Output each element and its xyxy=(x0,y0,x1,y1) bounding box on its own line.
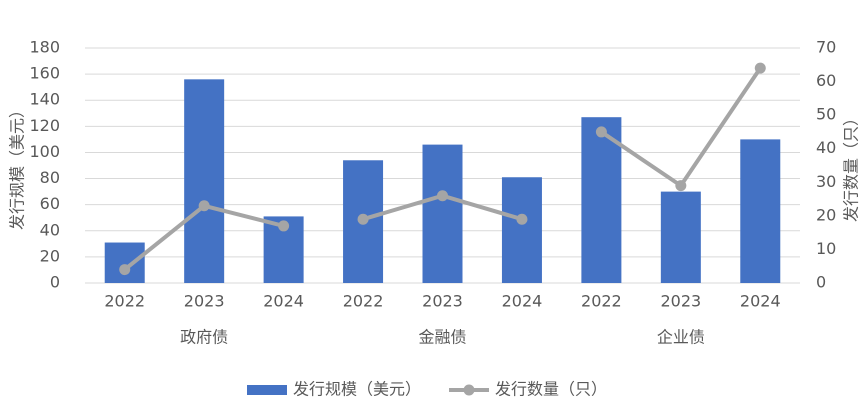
y2-axis-label: 发行数量（只） xyxy=(842,110,861,222)
bar xyxy=(581,117,622,283)
y-axis-label: 发行规模（美元） xyxy=(8,102,27,230)
group-label: 金融债 xyxy=(418,328,466,347)
y-tick-label: 80 xyxy=(40,168,60,187)
bar xyxy=(184,79,225,283)
line-point xyxy=(119,264,131,276)
y-tick-label: 180 xyxy=(29,38,60,57)
line-point xyxy=(198,200,210,212)
y-tick-label: 0 xyxy=(50,273,60,292)
line-point xyxy=(278,220,290,232)
x-tick-label: 2024 xyxy=(263,292,304,311)
x-tick-label: 2023 xyxy=(660,292,701,311)
y-tick-label: 120 xyxy=(29,116,60,135)
x-tick-label: 2024 xyxy=(502,292,543,311)
x-tick-label: 2022 xyxy=(343,292,384,311)
legend-label: 发行规模（美元） xyxy=(293,380,421,399)
y2-tick-label: 20 xyxy=(816,205,836,224)
y-tick-label: 160 xyxy=(29,64,60,83)
bar xyxy=(740,139,781,283)
y2-tick-label: 60 xyxy=(816,71,836,90)
x-tick-label: 2022 xyxy=(104,292,145,311)
line-point xyxy=(357,213,369,225)
x-tick-label: 2023 xyxy=(184,292,225,311)
y2-tick-label: 10 xyxy=(816,239,836,258)
x-tick-label: 2023 xyxy=(422,292,463,311)
y2-tick-label: 70 xyxy=(816,38,836,57)
bar xyxy=(104,242,145,283)
line-point xyxy=(595,126,607,138)
y-tick-label: 60 xyxy=(40,194,60,213)
y-tick-label: 40 xyxy=(40,220,60,239)
y2-tick-label: 50 xyxy=(816,105,836,124)
bar xyxy=(660,191,701,283)
y2-tick-label: 0 xyxy=(816,273,826,292)
line-point xyxy=(516,213,528,225)
legend-swatch xyxy=(247,385,287,395)
y-tick-label: 140 xyxy=(29,90,60,109)
x-tick-label: 2024 xyxy=(740,292,781,311)
x-tick-label: 2022 xyxy=(581,292,622,311)
line-point xyxy=(675,180,687,192)
legend-swatch xyxy=(463,384,475,396)
y2-tick-label: 40 xyxy=(816,138,836,157)
bar xyxy=(422,144,463,283)
line xyxy=(600,67,762,189)
group-label: 企业债 xyxy=(657,328,705,347)
group-label: 政府债 xyxy=(180,328,228,347)
legend-label: 发行数量（只） xyxy=(495,380,607,399)
y-tick-label: 20 xyxy=(40,246,60,265)
y-tick-label: 100 xyxy=(29,142,60,161)
line-point xyxy=(754,62,766,74)
line-point xyxy=(437,190,448,202)
bar xyxy=(501,177,542,283)
y2-tick-label: 30 xyxy=(816,172,836,191)
